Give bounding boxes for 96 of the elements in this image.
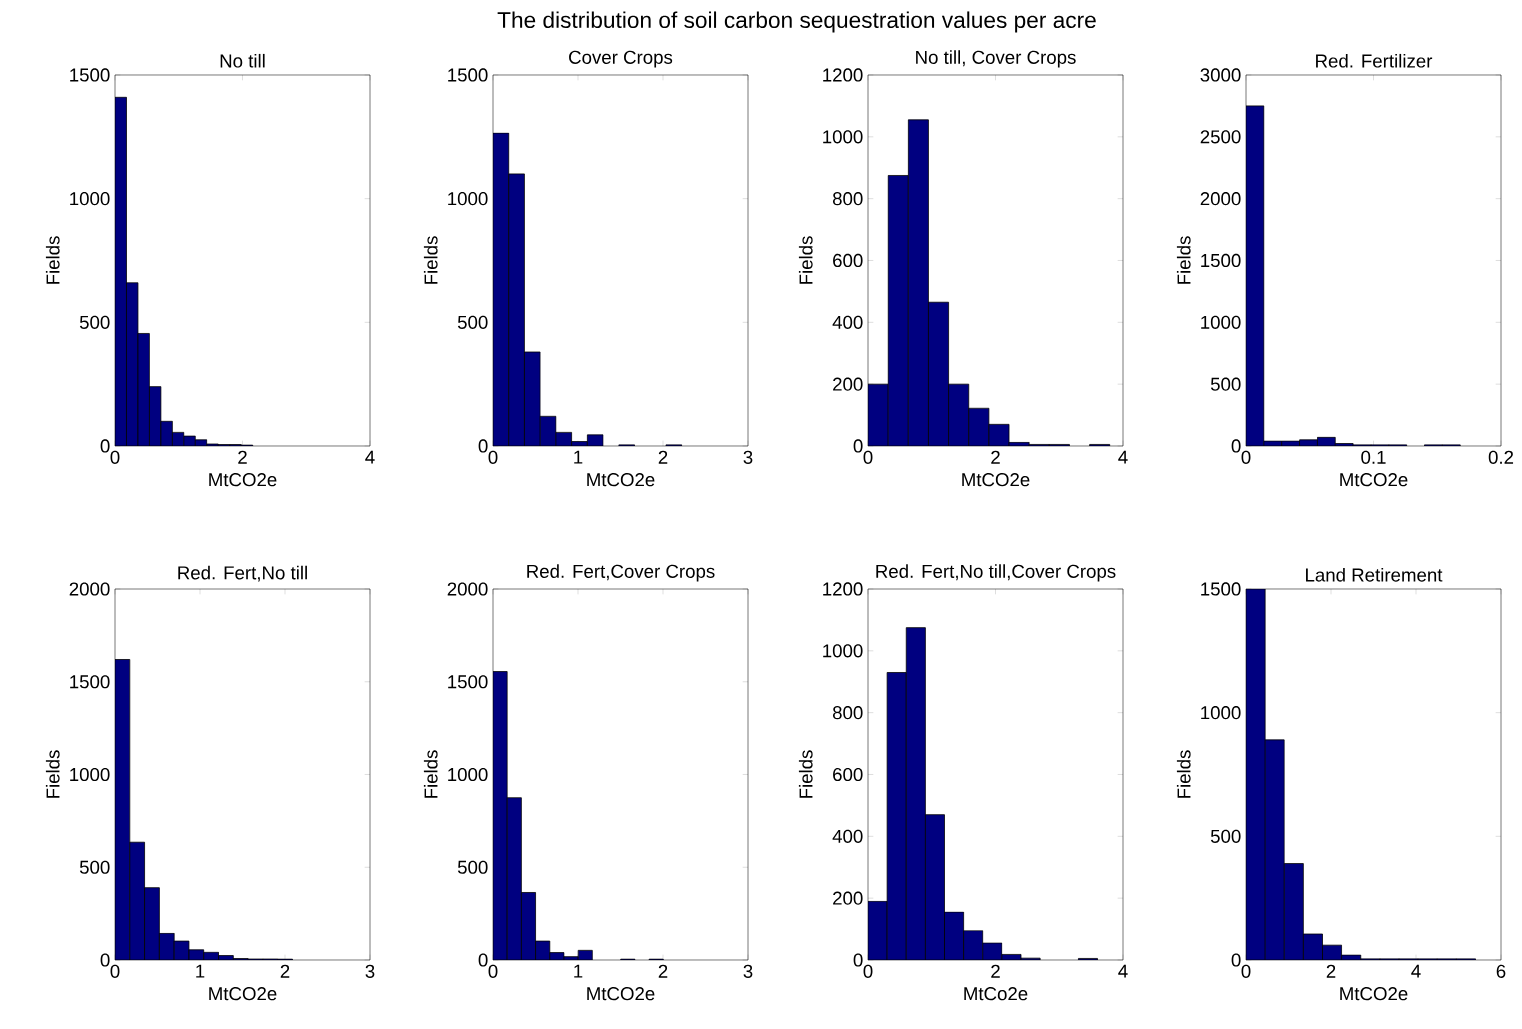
x-axis-title: MtCO2e bbox=[587, 473, 655, 487]
y-tick-label: 0 bbox=[1231, 953, 1241, 967]
y-tick-label: 0 bbox=[1231, 439, 1241, 453]
y-tick-label: 2000 bbox=[69, 582, 110, 596]
y-axis-title: Fields bbox=[1176, 236, 1191, 284]
y-tick-label: 500 bbox=[1210, 829, 1241, 843]
y-tick-label: 500 bbox=[79, 860, 110, 874]
chart-title: Cover Crops bbox=[569, 50, 673, 68]
y-tick-label: 1000 bbox=[1201, 706, 1241, 720]
y-axis-title: Fields bbox=[45, 750, 60, 798]
x-tick-label: 2 bbox=[280, 964, 290, 978]
y-tick-label: 2000 bbox=[1200, 192, 1241, 206]
x-tick-label: 4 bbox=[1118, 450, 1128, 464]
y-axis-title: Fields bbox=[1176, 750, 1191, 798]
y-tick-label: 1000 bbox=[448, 767, 488, 782]
y-tick-label: 1000 bbox=[1201, 315, 1241, 329]
x-axis-title: MtCO2e bbox=[209, 473, 277, 487]
x-tick-label: 0 bbox=[1241, 964, 1251, 978]
y-tick-label: 1000 bbox=[823, 644, 863, 658]
y-tick-label: 1500 bbox=[1201, 582, 1241, 596]
x-tick-label: 3 bbox=[743, 450, 753, 464]
y-tick-label: 400 bbox=[832, 829, 863, 843]
y-tick-label: 800 bbox=[832, 706, 863, 720]
chart-title: Red. Fert,No till,Cover Crops bbox=[876, 564, 1116, 582]
x-tick-label: 1 bbox=[574, 450, 583, 464]
y-tick-label: 1500 bbox=[448, 675, 488, 689]
x-tick-label: 1 bbox=[574, 964, 583, 978]
y-tick-label: 800 bbox=[832, 192, 863, 206]
y-tick-label: 1200 bbox=[823, 68, 863, 82]
x-tick-label: 3 bbox=[743, 964, 753, 978]
y-tick-label: 0 bbox=[853, 953, 863, 967]
y-tick-label: 600 bbox=[833, 767, 863, 782]
x-axis-title: MtCO2e bbox=[1340, 987, 1408, 1001]
y-axis-title: Fields bbox=[423, 236, 438, 284]
y-tick-label: 500 bbox=[1210, 377, 1241, 391]
x-axis-title: MtCO2e bbox=[962, 473, 1030, 487]
x-axis-title: MtCO2e bbox=[209, 987, 277, 1001]
x-tick-label: 2 bbox=[991, 964, 1000, 978]
y-tick-label: 200 bbox=[833, 891, 863, 905]
y-tick-label: 1500 bbox=[448, 68, 488, 82]
x-tick-label: 0 bbox=[863, 450, 873, 464]
y-tick-label: 500 bbox=[457, 860, 488, 874]
x-tick-label: 0 bbox=[1241, 450, 1251, 464]
y-axis-title: Fields bbox=[798, 750, 813, 798]
chart-title: No till bbox=[220, 53, 265, 68]
x-tick-label: 0 bbox=[110, 964, 120, 978]
x-tick-label: 2 bbox=[658, 450, 668, 464]
y-tick-label: 500 bbox=[457, 315, 488, 329]
x-tick-label: 0 bbox=[863, 964, 873, 978]
x-tick-label: 6 bbox=[1496, 964, 1506, 978]
y-tick-label: 1500 bbox=[1201, 253, 1241, 268]
x-tick-label: 0 bbox=[488, 964, 498, 978]
x-axis-title: MtCo2e bbox=[964, 987, 1028, 1001]
y-tick-label: 500 bbox=[79, 315, 110, 329]
y-tick-label: 1500 bbox=[70, 675, 110, 689]
x-tick-label: 1 bbox=[196, 964, 205, 978]
y-tick-label: 3000 bbox=[1200, 68, 1241, 82]
x-tick-label: 0 bbox=[488, 450, 498, 464]
y-tick-label: 1500 bbox=[70, 68, 110, 82]
y-tick-label: 200 bbox=[833, 377, 863, 391]
y-tick-label: 2000 bbox=[447, 582, 488, 596]
y-tick-label: 0 bbox=[100, 439, 110, 453]
text: The distribution of soil carbon sequestration values per acre bbox=[497, 11, 1096, 33]
x-tick-label: 4 bbox=[1411, 964, 1421, 978]
chart-title: Land Retirement bbox=[1306, 567, 1443, 582]
y-tick-label: 0 bbox=[478, 439, 488, 453]
x-axis-title: MtCO2e bbox=[1340, 473, 1408, 487]
y-tick-label: 0 bbox=[100, 953, 110, 967]
y-tick-label: 1000 bbox=[70, 767, 110, 782]
x-tick-label: 4 bbox=[365, 450, 375, 464]
x-tick-label: 0.2 bbox=[1488, 450, 1514, 464]
y-axis-title: Fields bbox=[423, 750, 438, 798]
y-tick-label: 0 bbox=[853, 439, 863, 453]
y-tick-label: 1000 bbox=[70, 192, 110, 206]
chart-title: Red. Fert,No till bbox=[178, 565, 307, 582]
y-axis-title: Fields bbox=[798, 236, 813, 284]
y-tick-label: 1000 bbox=[448, 192, 488, 206]
y-tick-label: 0 bbox=[478, 953, 488, 967]
x-tick-label: 2 bbox=[238, 450, 247, 464]
y-axis-title: Fields bbox=[45, 236, 60, 284]
x-tick-label: 2 bbox=[991, 450, 1000, 464]
x-tick-label: 2 bbox=[1326, 964, 1336, 978]
y-tick-label: 1200 bbox=[823, 582, 863, 596]
y-tick-label: 600 bbox=[833, 253, 863, 268]
x-tick-label: 4 bbox=[1118, 964, 1128, 978]
y-tick-label: 400 bbox=[832, 315, 863, 329]
chart-title: No till, Cover Crops bbox=[916, 50, 1076, 68]
x-tick-label: 3 bbox=[365, 964, 375, 978]
y-tick-label: 1000 bbox=[823, 130, 863, 144]
x-axis-title: MtCO2e bbox=[587, 987, 655, 1001]
y-tick-label: 2500 bbox=[1200, 130, 1241, 144]
x-tick-label: 2 bbox=[658, 964, 668, 978]
chart-title: Red. Fert,Cover Crops bbox=[527, 564, 715, 582]
x-tick-label: 0 bbox=[110, 450, 120, 464]
x-tick-label: 0.1 bbox=[1361, 450, 1386, 464]
chart-title: Red. Fertilizer bbox=[1316, 53, 1433, 68]
